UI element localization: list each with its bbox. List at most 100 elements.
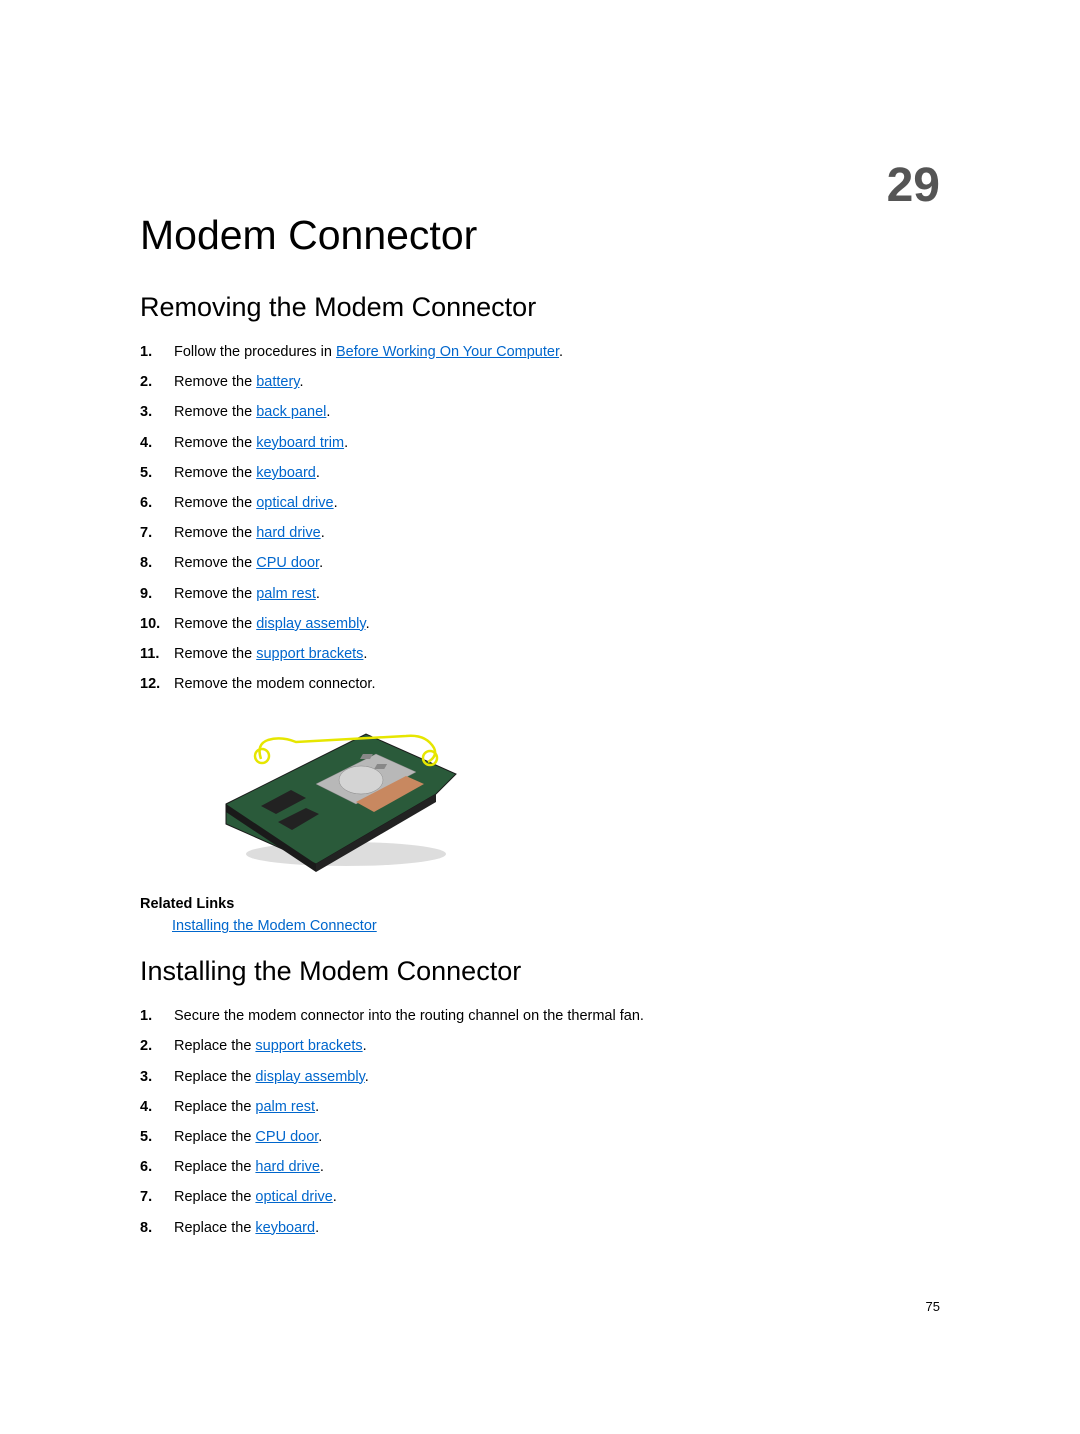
step-prefix: Remove the bbox=[174, 465, 256, 481]
step-number: 6. bbox=[140, 1156, 174, 1179]
chapter-title: Modem Connector bbox=[140, 212, 477, 259]
step-text: Remove the keyboard trim. bbox=[174, 432, 940, 455]
step-suffix: . bbox=[321, 525, 325, 541]
step-suffix: . bbox=[334, 495, 338, 511]
step-text: Replace the support brackets. bbox=[174, 1035, 940, 1058]
step-prefix: Remove the bbox=[174, 435, 256, 451]
step-text: Remove the optical drive. bbox=[174, 492, 940, 515]
document-page: 29 Modem Connector Removing the Modem Co… bbox=[0, 0, 1080, 1434]
step-text: Replace the display assembly. bbox=[174, 1066, 940, 1089]
step-text: Replace the optical drive. bbox=[174, 1186, 940, 1209]
step-prefix: Secure the modem connector into the rout… bbox=[174, 1008, 644, 1024]
step-link[interactable]: battery bbox=[256, 374, 299, 390]
step-item: 7.Remove the hard drive. bbox=[140, 522, 940, 545]
step-text: Remove the CPU door. bbox=[174, 552, 940, 575]
step-link[interactable]: Before Working On Your Computer bbox=[336, 344, 559, 360]
step-number: 1. bbox=[140, 341, 174, 364]
step-item: 5.Replace the CPU door. bbox=[140, 1126, 940, 1149]
step-item: 5.Remove the keyboard. bbox=[140, 462, 940, 485]
step-text: Remove the hard drive. bbox=[174, 522, 940, 545]
step-suffix: . bbox=[315, 1220, 319, 1236]
step-prefix: Follow the procedures in bbox=[174, 344, 336, 360]
related-links-heading: Related Links bbox=[140, 896, 940, 912]
step-number: 5. bbox=[140, 462, 174, 485]
motherboard-figure bbox=[206, 714, 466, 874]
step-item: 3.Replace the display assembly. bbox=[140, 1066, 940, 1089]
step-prefix: Replace the bbox=[174, 1099, 255, 1115]
chapter-number: 29 bbox=[887, 158, 940, 213]
step-number: 2. bbox=[140, 371, 174, 394]
step-link[interactable]: display assembly bbox=[256, 616, 365, 632]
step-link[interactable]: CPU door bbox=[256, 555, 319, 571]
step-item: 1.Follow the procedures in Before Workin… bbox=[140, 341, 940, 364]
page-number: 75 bbox=[926, 1299, 940, 1314]
step-text: Remove the support brackets. bbox=[174, 643, 940, 666]
step-number: 11. bbox=[140, 643, 174, 666]
step-link[interactable]: display assembly bbox=[255, 1069, 364, 1085]
step-number: 10. bbox=[140, 613, 174, 636]
step-item: 9.Remove the palm rest. bbox=[140, 583, 940, 606]
step-text: Replace the palm rest. bbox=[174, 1096, 940, 1119]
step-prefix: Remove the bbox=[174, 555, 256, 571]
step-link[interactable]: hard drive bbox=[255, 1159, 319, 1175]
step-number: 4. bbox=[140, 1096, 174, 1119]
step-prefix: Remove the bbox=[174, 404, 256, 420]
step-number: 5. bbox=[140, 1126, 174, 1149]
step-text: Remove the modem connector. bbox=[174, 673, 940, 696]
step-link[interactable]: keyboard bbox=[255, 1220, 315, 1236]
step-item: 10.Remove the display assembly. bbox=[140, 613, 940, 636]
step-suffix: . bbox=[366, 616, 370, 632]
step-prefix: Remove the bbox=[174, 374, 256, 390]
related-link-installing[interactable]: Installing the Modem Connector bbox=[172, 918, 377, 934]
step-suffix: . bbox=[316, 586, 320, 602]
step-link[interactable]: hard drive bbox=[256, 525, 320, 541]
step-number: 2. bbox=[140, 1035, 174, 1058]
step-link[interactable]: optical drive bbox=[256, 495, 333, 511]
step-item: 4.Replace the palm rest. bbox=[140, 1096, 940, 1119]
step-item: 11.Remove the support brackets. bbox=[140, 643, 940, 666]
step-suffix: . bbox=[363, 1038, 367, 1054]
step-suffix: . bbox=[559, 344, 563, 360]
step-suffix: . bbox=[320, 1159, 324, 1175]
step-number: 12. bbox=[140, 673, 174, 696]
step-text: Remove the keyboard. bbox=[174, 462, 940, 485]
step-item: 12.Remove the modem connector. bbox=[140, 673, 940, 696]
step-item: 2.Replace the support brackets. bbox=[140, 1035, 940, 1058]
step-prefix: Replace the bbox=[174, 1038, 255, 1054]
step-text: Remove the battery. bbox=[174, 371, 940, 394]
step-text: Replace the CPU door. bbox=[174, 1126, 940, 1149]
step-prefix: Replace the bbox=[174, 1189, 255, 1205]
step-link[interactable]: keyboard trim bbox=[256, 435, 344, 451]
installing-steps-list: 1.Secure the modem connector into the ro… bbox=[140, 1005, 940, 1240]
step-number: 8. bbox=[140, 552, 174, 575]
step-prefix: Replace the bbox=[174, 1069, 255, 1085]
related-link-row: Installing the Modem Connector bbox=[172, 918, 940, 934]
step-link[interactable]: keyboard bbox=[256, 465, 316, 481]
step-prefix: Replace the bbox=[174, 1129, 255, 1145]
step-link[interactable]: support brackets bbox=[256, 646, 363, 662]
step-link[interactable]: support brackets bbox=[255, 1038, 362, 1054]
section-heading-removing: Removing the Modem Connector bbox=[140, 292, 940, 323]
step-link[interactable]: back panel bbox=[256, 404, 326, 420]
step-item: 1.Secure the modem connector into the ro… bbox=[140, 1005, 940, 1028]
step-suffix: . bbox=[316, 465, 320, 481]
step-number: 3. bbox=[140, 401, 174, 424]
step-text: Secure the modem connector into the rout… bbox=[174, 1005, 940, 1028]
step-link[interactable]: palm rest bbox=[256, 586, 316, 602]
step-link[interactable]: CPU door bbox=[255, 1129, 318, 1145]
step-number: 7. bbox=[140, 522, 174, 545]
step-text: Replace the hard drive. bbox=[174, 1156, 940, 1179]
removing-steps-list: 1.Follow the procedures in Before Workin… bbox=[140, 341, 940, 696]
step-prefix: Remove the bbox=[174, 495, 256, 511]
step-prefix: Remove the modem connector. bbox=[174, 676, 376, 692]
step-suffix: . bbox=[333, 1189, 337, 1205]
step-item: 6.Remove the optical drive. bbox=[140, 492, 940, 515]
step-suffix: . bbox=[315, 1099, 319, 1115]
step-text: Remove the display assembly. bbox=[174, 613, 940, 636]
step-link[interactable]: optical drive bbox=[255, 1189, 332, 1205]
page-content: Removing the Modem Connector 1.Follow th… bbox=[140, 280, 940, 1250]
step-link[interactable]: palm rest bbox=[255, 1099, 315, 1115]
step-suffix: . bbox=[318, 1129, 322, 1145]
step-prefix: Remove the bbox=[174, 586, 256, 602]
step-number: 7. bbox=[140, 1186, 174, 1209]
